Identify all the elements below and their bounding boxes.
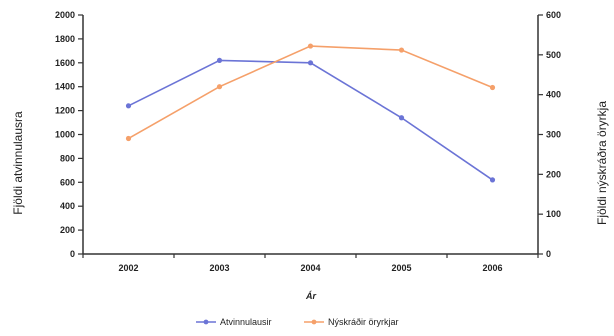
series-point (125, 103, 132, 109)
series-point (125, 135, 132, 142)
legend-label: Atvinnulausir (220, 317, 272, 327)
series-point (216, 57, 223, 64)
x-tick-label: 2002 (118, 263, 138, 273)
series-point (489, 84, 496, 91)
chart-series (125, 43, 496, 183)
y-left-tick-label: 2000 (55, 10, 75, 20)
y-left-tick-label: 1200 (55, 106, 75, 116)
series-point (489, 177, 496, 183)
legend-marker (311, 319, 317, 325)
x-tick-label: 2005 (391, 263, 411, 273)
y-left-tick-label: 800 (60, 153, 75, 163)
y-left-tick-label: 1600 (55, 58, 75, 68)
x-tick-label: 2006 (482, 263, 502, 273)
series-point (398, 47, 405, 53)
series-point (307, 43, 314, 49)
y-right-tick-label: 0 (546, 249, 551, 259)
y-right-tick-label: 200 (546, 169, 561, 179)
x-tick-label: 2003 (209, 263, 229, 273)
y-left-tick-label: 1000 (55, 130, 75, 140)
tick-labels: 0 200 400 600 800 1000 1200 1400 1600 1800 2000 0 10… (55, 10, 561, 273)
series-line (128, 45, 493, 140)
legend-item-2: Nýskráðir öryrkjar (304, 317, 399, 327)
y-left-tick-label: 1800 (55, 34, 75, 44)
y-left-tick-label: 200 (60, 225, 75, 235)
y-axis-left-label: Fjöldi atvinnulausra (11, 111, 25, 215)
series-point (307, 60, 314, 66)
legend-item-1: Atvinnulausir (196, 317, 272, 327)
legend-label: Nýskráðir öryrkjar (328, 317, 399, 327)
series-1 (125, 57, 496, 183)
legend-marker (203, 319, 209, 325)
y-right-tick-label: 600 (546, 10, 561, 20)
y-axis-right-label: Fjöldi nýskráðra öryrkja (595, 101, 609, 225)
x-tick-label: 2004 (300, 263, 320, 273)
series-line (128, 59, 493, 181)
y-right-tick-label: 500 (546, 50, 561, 60)
series-point (398, 115, 405, 121)
y-right-tick-label: 300 (546, 130, 561, 140)
y-left-tick-label: 0 (70, 249, 75, 259)
y-left-tick-label: 1400 (55, 82, 75, 92)
y-right-tick-label: 400 (546, 90, 561, 100)
y-left-tick-label: 600 (60, 177, 75, 187)
series-point (216, 84, 223, 90)
legend: Atvinnulausir Nýskráðir öryrkjar (196, 317, 399, 327)
x-axis-label: Ár (305, 291, 316, 301)
y-right-tick-label: 100 (546, 209, 561, 219)
series-2 (125, 43, 496, 142)
y-left-tick-label: 400 (60, 201, 75, 211)
chart-axes (78, 14, 543, 258)
